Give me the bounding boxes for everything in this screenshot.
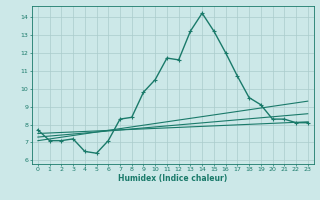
X-axis label: Humidex (Indice chaleur): Humidex (Indice chaleur) (118, 174, 228, 183)
